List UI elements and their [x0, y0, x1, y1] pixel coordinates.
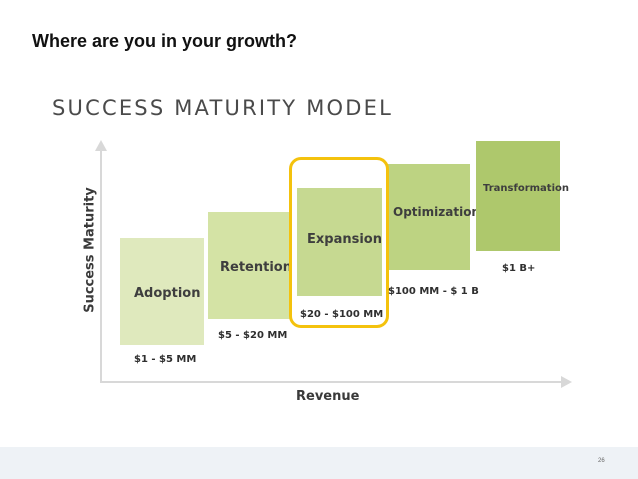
stage-transformation-range: $1 B+: [502, 263, 536, 274]
page-number: 26: [598, 458, 605, 464]
stage-retention: Retention: [208, 212, 292, 319]
model-title: SUCCESS MATURITY MODEL: [52, 96, 393, 120]
y-axis-arrow-icon: [95, 140, 107, 151]
stage-transformation-name: Transformation: [483, 183, 569, 194]
y-axis-label: Success Maturity: [82, 187, 98, 313]
y-axis-line: [100, 150, 102, 383]
stage-adoption: Adoption: [120, 238, 204, 345]
expansion-highlight-frame: [289, 157, 389, 328]
x-axis-arrow-icon: [561, 376, 572, 388]
stage-optimization-name: Optimization: [393, 205, 480, 219]
stage-optimization-range: $100 MM - $ 1 B: [388, 286, 479, 297]
slide: Where are you in your growth? SUCCESS MA…: [0, 0, 638, 447]
stage-retention-name: Retention: [220, 260, 292, 275]
stage-expansion-name: Expansion: [307, 232, 382, 247]
stage-adoption-range: $1 - $5 MM: [134, 354, 197, 365]
x-axis-line: [100, 381, 563, 383]
stage-adoption-name: Adoption: [134, 286, 201, 301]
stage-transformation: Transformation: [476, 141, 569, 251]
stage-expansion: Expansion: [297, 188, 382, 296]
stage-optimization: Optimization: [388, 164, 480, 270]
stage-retention-range: $5 - $20 MM: [218, 330, 288, 341]
stage-expansion-range: $20 - $100 MM: [300, 309, 384, 320]
slide-title: Where are you in your growth?: [32, 31, 298, 51]
x-axis-label: Revenue: [296, 389, 360, 404]
